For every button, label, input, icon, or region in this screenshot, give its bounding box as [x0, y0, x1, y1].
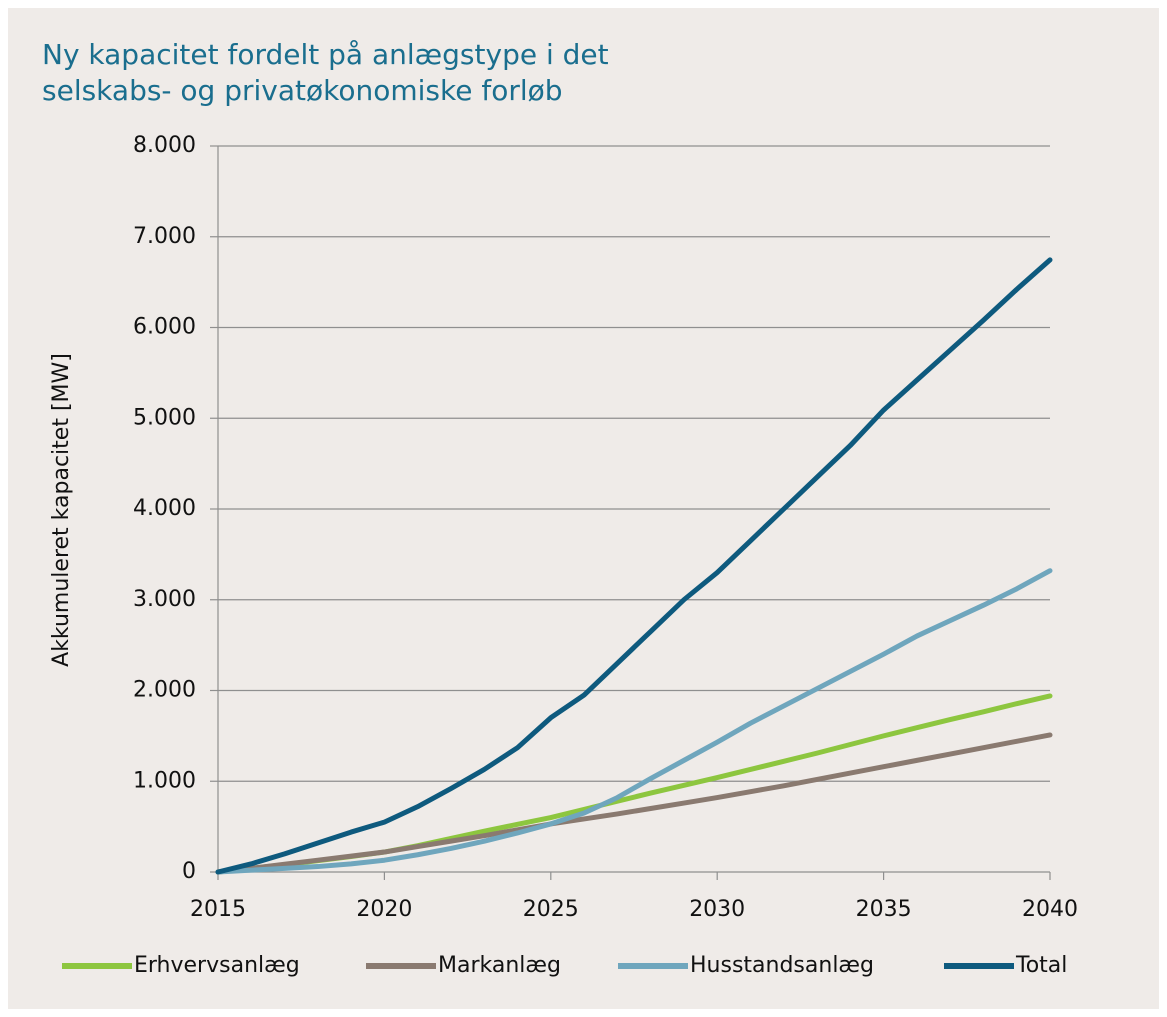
x-tick-label: 2020 [356, 897, 412, 922]
y-tick-label: 5.000 [133, 405, 196, 430]
series-line [215, 257, 1053, 875]
y-tick-label: 3.000 [133, 587, 196, 612]
series-line [215, 568, 1053, 875]
chart-title-line: selskabs- og privatøkonomiske forløb [42, 74, 563, 107]
y-tick-label: 4.000 [133, 496, 196, 521]
x-tick-label: 2015 [190, 897, 246, 922]
series-line [215, 732, 1053, 875]
x-tick-label: 2025 [523, 897, 579, 922]
chart-title-line: Ny kapacitet fordelt på anlægstype i det [42, 38, 609, 71]
y-tick-label: 8.000 [133, 133, 196, 158]
y-tick-label: 7.000 [133, 224, 196, 249]
x-tick-label: 2035 [856, 897, 912, 922]
y-tick-label: 6.000 [133, 315, 196, 340]
legend-label: Erhvervsanlæg [134, 953, 300, 978]
legend-label: Husstandsanlæg [690, 953, 874, 978]
legend-label: Total [1015, 953, 1067, 978]
y-axis-label: Akkumuleret kapacitet [MW] [49, 353, 74, 667]
x-tick-label: 2030 [689, 897, 745, 922]
y-tick-label: 2.000 [133, 678, 196, 703]
y-tick-label: 1.000 [133, 768, 196, 793]
legend-label: Markanlæg [438, 953, 561, 978]
y-tick-label: 0 [182, 859, 196, 884]
x-tick-label: 2040 [1022, 897, 1078, 922]
chart-title: Ny kapacitet fordelt på anlægstype i det… [42, 38, 609, 107]
